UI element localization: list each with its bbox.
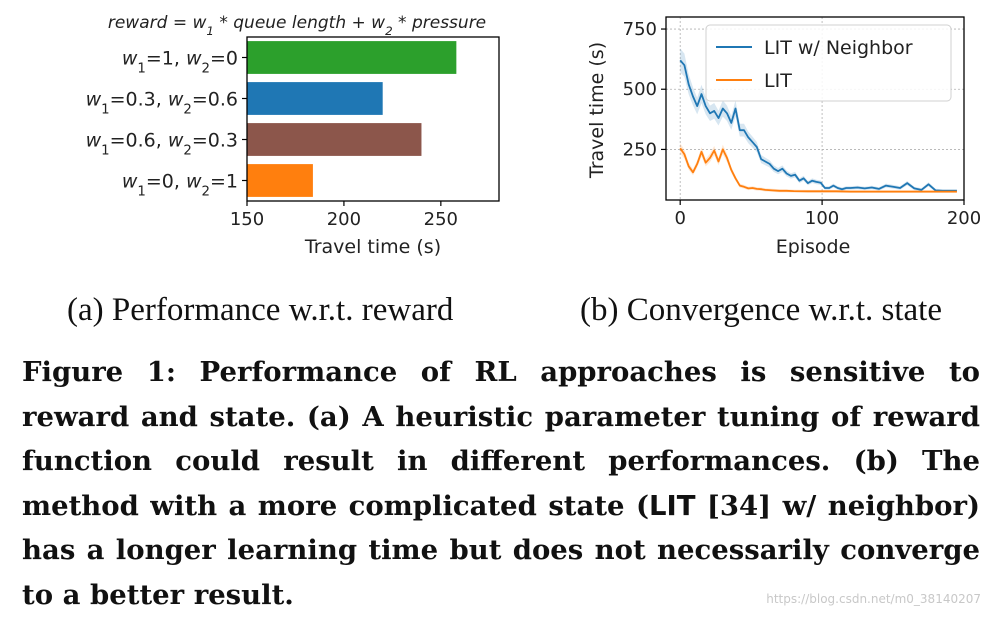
legend-label-1: LIT w/ Neighbor (764, 37, 913, 59)
subfigure-b-caption: (b) Convergence w.r.t. state (580, 292, 942, 328)
x-tick-label-200: 200 (947, 208, 981, 229)
chart-a-frame (246, 36, 500, 202)
legend-label-2: LIT (764, 70, 792, 92)
bar-4 (247, 164, 313, 197)
bar-1 (247, 41, 457, 74)
chart-b-legend: LIT w/ Neighbor LIT (705, 24, 952, 102)
chart-b-y-axis-label: Travel time (s) (586, 42, 608, 179)
x-tick-label-200: 200 (327, 209, 361, 230)
series-line-1 (679, 59, 957, 192)
chart-b-convergence-lines: 0 100 200 250 500 750 Episode Travel time (s)… (586, 16, 981, 258)
bar-label-3: w1=0.6, w2=0.3 (86, 130, 238, 159)
figure-caption: Figure 1: Performance of RL approaches i… (22, 350, 980, 617)
chart-b-frame (665, 16, 965, 201)
chart-b-x-axis-label: Episode (776, 236, 851, 258)
series-line-2 (679, 147, 957, 193)
bar-label-1: w1=1, w2=0 (122, 48, 238, 77)
bar-2 (247, 82, 383, 115)
y-tick-label-250: 250 (623, 139, 657, 160)
caption-text-end: [34] w/ neighbor) has a longer learning … (22, 489, 980, 611)
bar-label-2: w1=0.3, w2=0.6 (86, 89, 238, 118)
x-tick-label-0: 0 (674, 208, 685, 229)
x-tick-label-250: 250 (424, 209, 458, 230)
subfigure-a-caption: (a) Performance w.r.t. reward (67, 292, 454, 328)
chart-a-title: reward = w1 * queue length + w2 * pressu… (108, 13, 486, 38)
chart-a-x-axis-label: Travel time (s) (304, 236, 441, 258)
caption-lit-name: LIT (648, 489, 696, 522)
chart-a-reward-bars: reward = w1 * queue length + w2 * pressu… (86, 13, 500, 258)
watermark: https://blog.csdn.net/m0_38140207 (766, 592, 981, 606)
bar-label-4: w1=0, w2=1 (122, 171, 238, 200)
y-tick-label-500: 500 (623, 79, 657, 100)
figure-graphics: reward = w1 * queue length + w2 * pressu… (86, 13, 982, 258)
y-tick-label-750: 750 (623, 19, 657, 40)
caption-text-start: Figure 1: Performance of RL approaches i… (22, 356, 980, 522)
bar-3 (247, 123, 422, 156)
x-tick-label-100: 100 (805, 208, 839, 229)
x-tick-label-150: 150 (230, 209, 264, 230)
